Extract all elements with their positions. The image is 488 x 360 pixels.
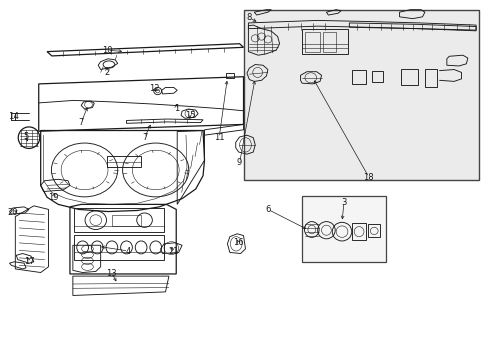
Text: 18: 18 (363, 173, 373, 182)
Text: 14: 14 (8, 112, 19, 121)
Text: 2: 2 (104, 68, 109, 77)
Bar (112, 215, 141, 226)
Text: 3: 3 (341, 198, 346, 207)
Text: 5: 5 (23, 132, 29, 141)
Bar (305, 32, 320, 51)
Bar (351, 223, 366, 240)
Bar (302, 196, 385, 262)
Bar (351, 70, 366, 84)
Bar (367, 225, 379, 237)
Bar (244, 10, 478, 180)
Bar (107, 156, 141, 167)
Bar (424, 69, 436, 87)
Text: 4: 4 (125, 247, 131, 256)
Bar (74, 235, 163, 260)
Text: 12: 12 (149, 84, 159, 93)
Text: 21: 21 (168, 247, 179, 256)
Text: 19: 19 (48, 193, 59, 202)
Text: 17: 17 (23, 257, 34, 266)
Text: 11: 11 (213, 133, 224, 142)
Text: 9: 9 (237, 158, 242, 167)
Text: 7: 7 (78, 118, 83, 127)
Text: 1: 1 (173, 104, 179, 113)
Bar (225, 73, 233, 78)
Bar (74, 208, 163, 232)
Bar (302, 30, 347, 54)
Bar (322, 32, 335, 51)
Text: 8: 8 (246, 13, 251, 22)
Text: 15: 15 (184, 111, 195, 120)
Text: 13: 13 (106, 269, 117, 278)
Text: 10: 10 (102, 46, 112, 55)
Text: 16: 16 (233, 238, 244, 247)
Bar (400, 69, 417, 85)
Text: 20: 20 (8, 208, 18, 217)
Bar (371, 71, 382, 82)
Text: 7: 7 (142, 133, 147, 142)
Text: 6: 6 (264, 205, 270, 214)
